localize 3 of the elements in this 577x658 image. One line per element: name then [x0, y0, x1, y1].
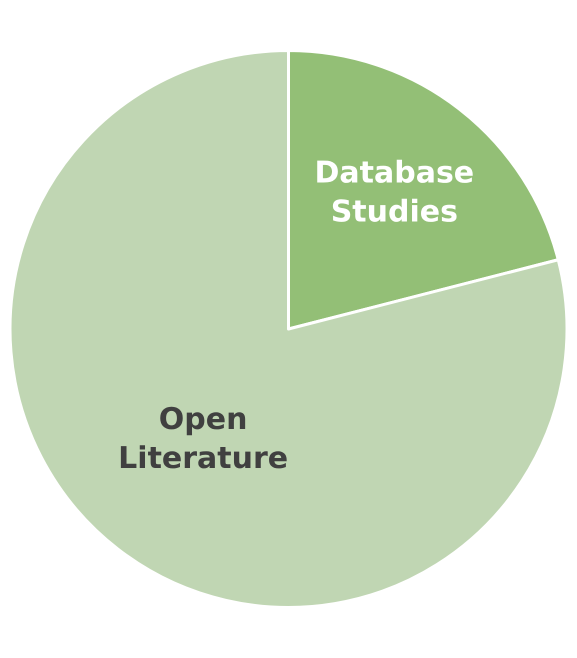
pie-slice	[8, 49, 568, 609]
slice-label: Open Literature	[118, 402, 288, 476]
slice-label: Database Studies	[314, 156, 474, 230]
